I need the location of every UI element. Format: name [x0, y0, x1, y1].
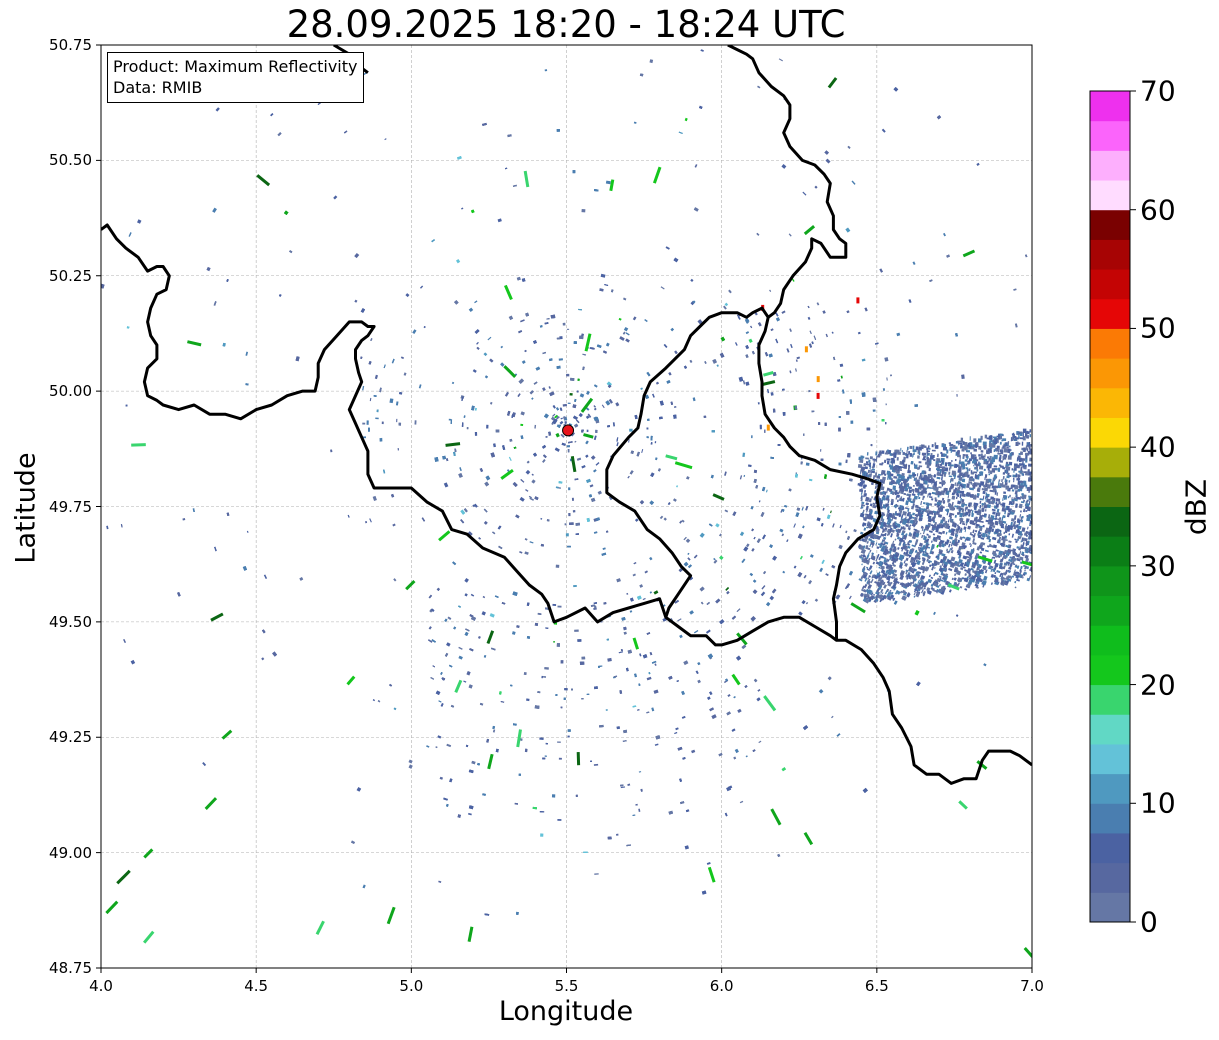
y-tick-label: 49.75	[49, 497, 92, 516]
colorbar-segment	[1090, 714, 1130, 745]
colorbar-segment	[1090, 387, 1130, 418]
colorbar-segment	[1090, 447, 1130, 478]
colorbar	[1089, 90, 1136, 923]
y-tick-label: 50.25	[49, 266, 92, 285]
x-tick-label: 4.5	[244, 977, 269, 995]
colorbar-segment	[1090, 506, 1130, 537]
colorbar-tick-label: 70	[1140, 74, 1176, 108]
y-axis-label: Latitude	[10, 452, 42, 564]
border-line	[101, 223, 1032, 785]
y-tick-label: 50.00	[49, 382, 92, 401]
colorbar-segment	[1090, 358, 1130, 389]
colorbar-segment	[1090, 892, 1130, 923]
y-tick-label: 48.75	[49, 959, 92, 977]
x-tick-label: 4.0	[89, 977, 113, 995]
colorbar-segment	[1090, 803, 1130, 834]
radar-site-marker	[562, 424, 575, 437]
chart-title: 28.09.2025 18:20 - 18:24 UTC	[286, 3, 846, 46]
colorbar-segment	[1090, 684, 1130, 715]
colorbar-segment	[1090, 536, 1130, 567]
colorbar-segment	[1090, 476, 1130, 507]
data-source-label: Data: RMIB	[113, 78, 203, 97]
x-axis-label: Longitude	[498, 996, 634, 1027]
reflectivity-echoes	[101, 49, 1032, 963]
colorbar-segment	[1090, 773, 1130, 804]
colorbar-frame	[1089, 90, 1131, 923]
colorbar-segment	[1090, 743, 1130, 775]
border-line	[757, 316, 882, 641]
x-tick-marks	[100, 968, 1033, 973]
x-tick-label: 5.0	[399, 977, 424, 995]
colorbar-label: dBZ	[1179, 478, 1213, 536]
x-tick-label: 7.0	[1020, 977, 1044, 995]
colorbar-segment	[1090, 298, 1130, 329]
y-tick-label: 49.25	[49, 728, 92, 747]
y-tick-label: 50.50	[49, 151, 92, 170]
colorbar-segment	[1090, 417, 1130, 448]
colorbar-segment	[1090, 91, 1130, 122]
info-box: Product: Maximum Reflectivity Data: RMIB	[107, 52, 365, 103]
colorbar-segment	[1090, 328, 1130, 359]
y-tick-label: 49.50	[49, 612, 92, 631]
colorbar-segment	[1090, 239, 1130, 270]
colorbar-tick-label: 60	[1140, 193, 1176, 227]
colorbar-tick-label: 10	[1140, 786, 1176, 820]
colorbar-tick-label: 40	[1140, 430, 1176, 464]
colorbar-tick-label: 0	[1140, 905, 1158, 939]
colorbar-tick-label: 50	[1140, 311, 1176, 345]
colorbar-segment	[1090, 150, 1130, 181]
colorbar-segment	[1090, 832, 1130, 864]
y-tick-marks	[96, 44, 101, 969]
colorbar-segment	[1090, 180, 1130, 211]
colorbar-tick-label: 20	[1140, 668, 1176, 702]
colorbar-segment	[1090, 120, 1130, 151]
colorbar-segment	[1090, 595, 1130, 626]
colorbar-segment	[1090, 565, 1130, 597]
y-tick-label: 49.00	[49, 843, 92, 862]
x-tick-label: 5.5	[554, 977, 579, 995]
product-label: Product: Maximum Reflectivity	[113, 57, 358, 76]
x-tick-label: 6.0	[709, 977, 734, 995]
x-tick-label: 6.5	[864, 977, 889, 995]
colorbar-tick-label: 30	[1140, 549, 1176, 583]
border-line	[605, 45, 848, 618]
country-borders	[101, 45, 1032, 785]
colorbar-segment	[1090, 269, 1130, 300]
colorbar-segment	[1090, 862, 1130, 893]
colorbar-segment	[1090, 209, 1130, 240]
colorbar-segment	[1090, 654, 1130, 686]
colorbar-segment	[1090, 625, 1130, 656]
y-tick-label: 50.75	[49, 36, 92, 54]
